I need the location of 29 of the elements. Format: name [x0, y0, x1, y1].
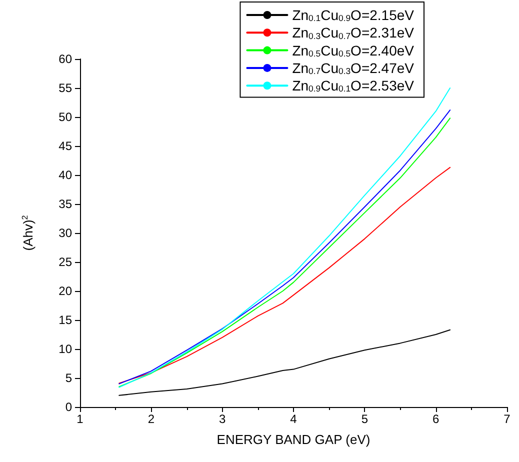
y-tick-label: 20 — [58, 284, 72, 298]
y-tick-label: 25 — [58, 255, 72, 269]
x-axis-title: ENERGY BAND GAP (eV) — [216, 432, 370, 447]
y-tick-label: 5 — [65, 371, 72, 385]
y-tick-label: 50 — [58, 110, 72, 124]
x-tick-label: 6 — [432, 412, 440, 426]
y-tick-label: 35 — [58, 197, 72, 211]
x-tick-label: 7 — [504, 412, 511, 426]
legend-label: Zn0.5Cu0.5O=2.40eV — [292, 42, 415, 58]
y-axis-title: (Ahv)2 — [20, 214, 36, 251]
y-tick-label: 40 — [58, 168, 72, 182]
legend-label: Zn0.7Cu0.3O=2.47eV — [292, 60, 415, 76]
x-tick-label: 3 — [218, 412, 226, 426]
line-series — [118, 329, 451, 396]
legend-label: Zn0.3Cu0.7O=2.31eV — [292, 24, 415, 41]
x-tick-label: 5 — [361, 412, 368, 426]
y-tick-label: 60 — [58, 52, 72, 66]
y-tick-label: 45 — [58, 139, 72, 153]
legend-label: Zn0.1Cu0.9O=2.15eV — [292, 7, 415, 24]
y-tick-label: 0 — [65, 400, 72, 414]
x-tick-label: 1 — [76, 412, 84, 426]
x-tick-label: 4 — [290, 412, 298, 426]
y-tick-label: 55 — [58, 81, 72, 95]
y-tick-label: 15 — [58, 313, 72, 327]
y-tick-label: 10 — [58, 342, 72, 356]
x-tick-label: 2 — [148, 412, 155, 426]
legend-label: Zn0.9Cu0.1O=2.53eV — [292, 78, 415, 94]
y-tick-label: 30 — [58, 226, 72, 240]
line-series — [118, 166, 451, 384]
